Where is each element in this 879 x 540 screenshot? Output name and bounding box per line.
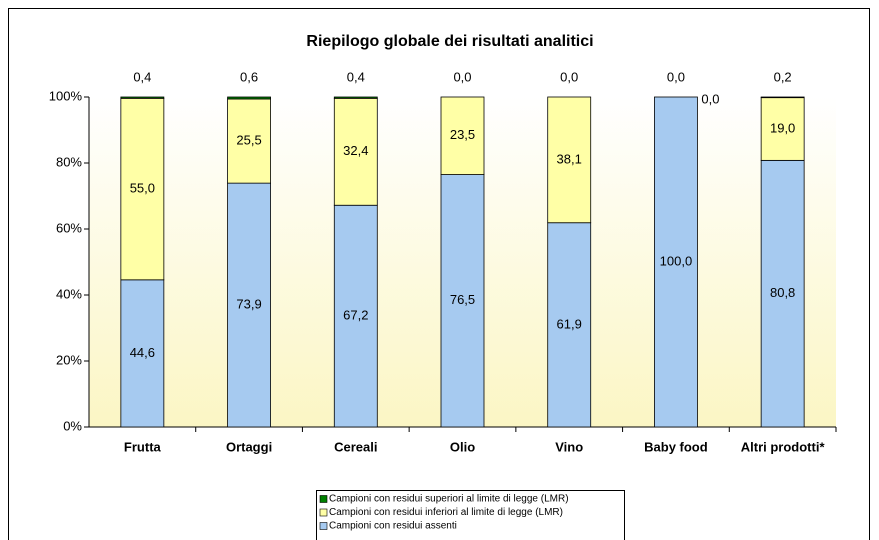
bar-segment (120, 279, 165, 428)
data-label: 0,6 (240, 69, 258, 84)
bar-segment (760, 97, 805, 161)
bar-segment (120, 97, 165, 281)
legend-label: Campioni con residui assenti (329, 521, 457, 532)
bar-segment (227, 96, 271, 100)
data-label: 0,0 (560, 69, 578, 84)
y-tick-label: 20% (56, 352, 82, 367)
x-tick-label: Cereali (334, 439, 377, 454)
legend-swatch (319, 522, 328, 530)
data-label: 0,0 (667, 69, 685, 84)
data-label: 0,2 (774, 69, 792, 84)
data-label: 38,1 (557, 151, 582, 166)
x-tick-label: Baby food (644, 439, 708, 454)
x-tick-label: Ortaggi (226, 439, 272, 454)
data-label: 44,6 (130, 345, 155, 360)
y-tick-label: 100% (49, 88, 83, 103)
chart-title: Riepilogo globale dei risultati analitic… (306, 33, 593, 50)
y-tick-label: 0% (63, 418, 82, 433)
data-label: 76,5 (450, 292, 475, 307)
bar-segment (333, 204, 378, 428)
data-label: 67,2 (343, 308, 368, 323)
bar-segment (440, 174, 485, 428)
data-label: 0,0 (701, 91, 719, 106)
data-label: 73,9 (236, 297, 261, 312)
bar-segment (120, 96, 165, 99)
data-label: 32,4 (343, 143, 368, 158)
legend-label: Campioni con residui inferiori al limite… (329, 507, 563, 518)
bar-segment (227, 182, 271, 428)
x-tick-label: Olio (450, 439, 475, 454)
legend-label: Campioni con residui superiori al limite… (329, 494, 569, 505)
data-label: 61,9 (557, 316, 582, 331)
x-tick-label: Altri prodotti* (741, 439, 826, 454)
bar-segment (760, 96, 805, 99)
data-label: 0,4 (133, 69, 151, 84)
bar-segment (547, 96, 592, 224)
data-label: 23,5 (450, 127, 475, 142)
data-label: 100,0 (660, 253, 693, 268)
data-label: 0,4 (347, 69, 365, 84)
y-tick-label: 60% (56, 220, 82, 235)
bar-segment (227, 98, 271, 184)
data-label: 55,0 (130, 181, 155, 196)
data-label: 0,0 (453, 69, 471, 84)
x-tick-label: Frutta (124, 439, 162, 454)
bar-segment (440, 96, 485, 175)
data-label: 25,5 (236, 132, 261, 147)
bar-segment (760, 159, 805, 428)
y-tick-label: 80% (56, 154, 82, 169)
x-tick-label: Vino (555, 439, 583, 454)
bar-segment (333, 96, 378, 99)
legend-box (316, 490, 625, 540)
bar-segment (547, 222, 592, 428)
bar-segment (654, 96, 698, 428)
legend-swatch (319, 508, 328, 517)
data-label: 19,0 (770, 120, 795, 135)
bar-segment (333, 97, 378, 206)
data-label: 80,8 (770, 285, 795, 300)
legend-swatch (319, 495, 328, 503)
y-tick-label: 40% (56, 286, 82, 301)
